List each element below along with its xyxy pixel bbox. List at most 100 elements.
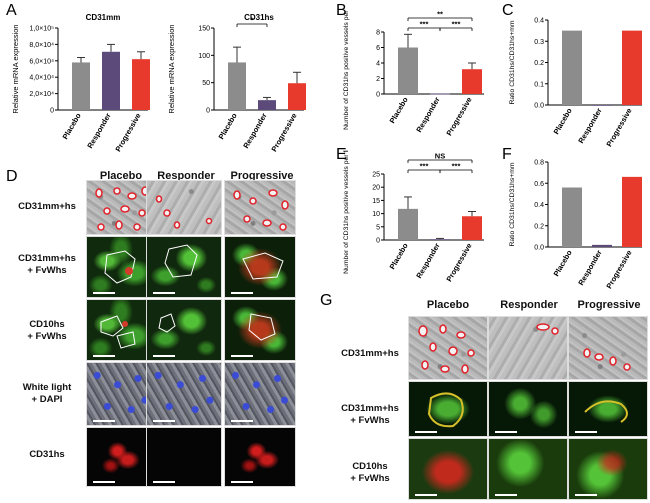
g-row-cd10hs-fvwhs: CD10hs + FvWhs [350,461,390,484]
x-tick-label: Responder [241,111,268,149]
scale-bar [575,431,597,433]
bar-progressive [462,216,482,240]
y-tick-label: 25 [372,172,380,179]
chart-f-ratio: 0.0 0.2 0.4 0.6 0.8 Ratio CD31hs/CD31hs+mm Pla… [509,160,642,290]
chart-a-cd31mm: CD31mm 0 2,0×10⁴ 4,0×10⁴ 6,0×10⁴ 8,0×10⁴ 1,0×1… [11,13,150,154]
x-tick-label: Progressive [604,107,633,149]
significance-label: ** [437,10,443,19]
y-tick-label: 0.4 [534,18,544,25]
d-col-progressive: Progressive [230,170,294,182]
y-tick-label: 0 [376,238,380,245]
scale-bar [231,481,253,483]
bar-responder [430,93,450,95]
g-row-cd31mm-hs: CD31mm+hs [341,348,399,359]
d-tile-progressive-cd31mm-hs [224,180,296,235]
bar-responder [430,239,450,241]
x-tick-label: Progressive [444,242,473,284]
y-axis-label: Relative mRNA expression [11,24,20,113]
scale-bar [415,494,437,496]
panel-letter-b: B [336,2,347,19]
y-tick-label: 8,0×10⁴ [29,42,54,49]
y-tick-label: 0.1 [534,81,544,88]
d-row-cd31mm-hs-fvwhs: CD31mm+hs + FvWhs [18,253,76,276]
bar-progressive [462,69,482,94]
scale-bar [575,494,597,496]
d-tile-placebo-cd31-fvwhs [86,236,156,298]
y-tick-label: 5 [376,224,380,231]
d-tile-responder-cd31-fvwhs [146,236,222,298]
y-tick-label: 1,0×10⁵ [29,26,54,33]
panel-letter-e: E [336,146,347,163]
bar-placebo [398,208,418,240]
significance-label: * [251,16,254,25]
d-col-responder: Responder [157,170,215,182]
significance-label: *** [452,20,461,29]
d-tile-responder-cd31hs [146,427,222,487]
y-tick-label: 0.4 [534,202,544,209]
chart-b-vessels: 0 2 4 6 8 Number of CD31hs positive vessels p… [343,8,484,137]
y-axis-label: Ratio CD31hs/CD31hs+mm [509,20,516,104]
significance-label: *** [420,20,429,29]
chart-title: CD31hs [244,13,274,22]
y-tick-label: 20 [372,185,380,192]
y-tick-label: 100 [198,53,210,60]
y-tick-label: 2,0×10⁴ [29,91,54,98]
scale-bar [153,481,175,483]
d-row-cd31hs: CD31hs [29,449,65,460]
d-tile-placebo-cd10-fvwhs [86,299,156,361]
scale-bar [495,431,517,433]
scale-bar [231,420,253,422]
chart-e-vessels: 0 5 10 15 20 25 Number of CD31hs positive vess… [343,150,484,284]
scale-bar [153,292,175,294]
y-tick-label: 6 [376,45,380,52]
y-tick-label: 0.0 [534,245,544,252]
y-axis-label: Relative mRNA expression [167,24,176,113]
y-axis-label: Ratio CD31hs/CD31hs+mm [509,162,516,246]
bar-placebo [72,62,90,110]
panel-letter-a: A [6,2,17,19]
bar-progressive [132,59,150,110]
g-col-responder: Responder [500,299,558,311]
d-tile-progressive-white-light-dapi [224,362,296,426]
panel-letter-d: D [6,168,18,185]
bar-placebo [562,187,582,247]
g-tile-responder-cd31-fvwhs [488,381,568,437]
y-tick-label: 150 [198,26,210,33]
y-tick-label: 0.2 [534,223,544,230]
bar-progressive [288,83,306,110]
scale-bar [153,355,175,357]
bar-placebo [398,47,418,94]
y-tick-label: 0.0 [534,103,544,110]
d-tile-placebo-cd31mm-hs [86,180,156,235]
y-tick-label: 2 [376,76,380,83]
scale-bar [93,355,115,357]
y-tick-label: 0.8 [534,160,544,167]
g-tile-progressive-cd31mm-hs [568,316,648,380]
g-tile-responder-cd10-fvwhs [488,438,568,500]
bar-progressive [622,176,642,247]
d-row-cd31mm-hs: CD31mm+hs [18,201,76,212]
panel-letter-c: C [502,2,514,19]
bar-responder [592,244,612,247]
chart-a-cd31hs: CD31hs 0 50 100 150 Relative mRNA expression P… [167,13,306,154]
x-tick-label: Progressive [269,112,298,154]
y-axis-label: Number of CD31hs positive vessels per fi… [343,150,350,274]
x-tick-label: Progressive [113,112,142,154]
x-tick-label: Placebo [61,111,83,141]
scale-bar [93,481,115,483]
d-tile-responder-white-light-dapi [146,362,222,426]
chart-title: CD31mm [86,13,121,22]
panel-letter-f: F [502,146,512,163]
x-tick-label: Responder [576,248,603,286]
y-tick-label: 0 [376,92,380,99]
y-tick-label: 15 [372,198,380,205]
d-tile-progressive-cd10-fvwhs [224,299,296,361]
d-tile-responder-cd10-fvwhs [146,299,222,361]
y-tick-label: 4,0×10⁴ [29,75,54,82]
y-tick-label: 0 [50,108,54,115]
significance-label: *** [420,162,429,171]
x-tick-label: Placebo [388,241,410,271]
y-tick-label: 6,0×10⁴ [29,58,54,65]
scale-bar [93,292,115,294]
y-tick-label: 0.2 [534,60,544,67]
